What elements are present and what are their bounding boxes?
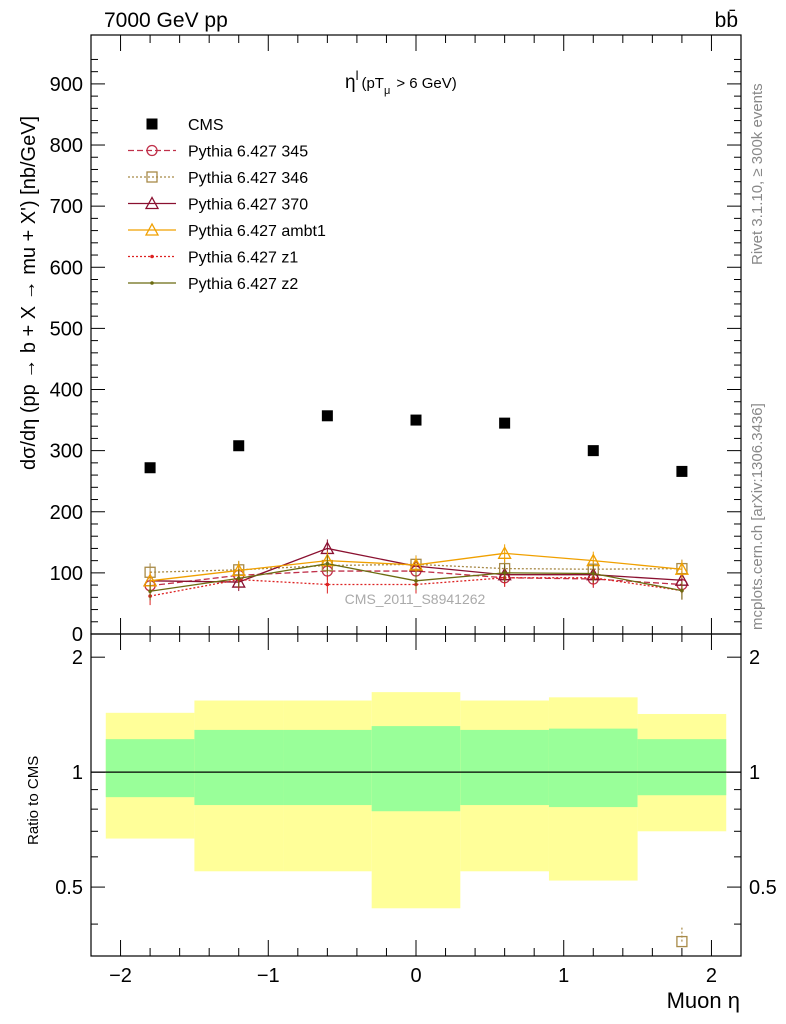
y-tick-label: 0 [72, 624, 83, 646]
legend-label: Pythia 6.427 z1 [188, 250, 298, 267]
legend-label: Pythia 6.427 345 [188, 144, 308, 161]
legend-marker [146, 171, 158, 183]
legend-label: Pythia 6.427 ambt1 [188, 223, 326, 240]
ratio-ylabel: Ratio to CMS [25, 756, 42, 845]
data-point [497, 545, 512, 559]
xlabel: Muon η [667, 988, 740, 1013]
data-point [502, 571, 507, 575]
ratio-band-inner [194, 729, 284, 806]
y-tick-label: 700 [50, 196, 83, 218]
analysis-watermark: CMS_2011_S8941262 [345, 591, 486, 607]
data-point [414, 579, 418, 583]
y-tick-label: 500 [50, 318, 83, 340]
legend-entry: Pythia 6.427 z2 [128, 276, 298, 293]
data-point [144, 462, 156, 474]
x-tick-label: −2 [109, 965, 132, 987]
title-end: > 6 GeV) [396, 75, 456, 92]
ratio-band-inner [548, 728, 638, 808]
ratio-y-tick-label: 2 [72, 647, 83, 669]
x-tick-label: 2 [706, 965, 717, 987]
data-point [325, 561, 330, 566]
rivet-version-label: Rivet 3.1.10, ≥ 300k events [749, 83, 766, 265]
ratio-y-tick-label-right: 0.5 [749, 877, 777, 899]
ratio-offscale-marker [676, 935, 688, 948]
x-tick-label: 0 [410, 965, 421, 987]
title-sub: μ [384, 85, 390, 97]
ratio-y-tick-label-right: 2 [749, 647, 760, 669]
y-tick-label: 400 [50, 380, 83, 402]
y-tick-label: 100 [50, 563, 83, 585]
ratio-y-tick-label: 1 [72, 762, 83, 784]
data-point [499, 417, 511, 429]
mcplots-label: mcplots.cern.ch [arXiv:1306.3436] [749, 403, 766, 630]
ratio-band-inner [637, 739, 727, 796]
legend-marker [144, 222, 160, 236]
data-point [321, 410, 333, 422]
data-point [587, 445, 599, 457]
legend-marker [144, 196, 160, 210]
legend-marker [146, 144, 158, 157]
ratio-panel-content [91, 692, 741, 948]
y-tick-label: 900 [50, 74, 83, 96]
data-point [410, 414, 422, 426]
legend: CMS Pythia 6.427 345 Pythia 6.427 346 Pythi… [128, 117, 326, 293]
legend-label: CMS [188, 117, 224, 134]
legend-marker [150, 281, 154, 285]
ratio-band-inner [105, 739, 195, 798]
data-point [591, 571, 596, 576]
main-ylabel: dσ/dη (pp → b + X → mu + X') [nb/GeV] [18, 116, 40, 470]
series-cms [144, 410, 688, 477]
legend-marker [150, 254, 154, 259]
data-point [325, 582, 330, 587]
legend-entry: Pythia 6.427 370 [128, 196, 308, 214]
x-tick-label: −1 [257, 965, 280, 987]
data-point [676, 465, 688, 477]
y-tick-label: 200 [50, 502, 83, 524]
title-main: η [345, 72, 356, 93]
ratio-y-tick-label: 0.5 [55, 877, 83, 899]
title-sup: l [356, 68, 359, 83]
legend-entry: Pythia 6.427 346 [128, 170, 308, 187]
y-tick-label: 300 [50, 441, 83, 463]
main-panel-content [142, 410, 690, 606]
x-tick-label: 1 [558, 965, 569, 987]
header-right: bb̄ [715, 9, 738, 32]
legend-label: Pythia 6.427 370 [188, 197, 308, 214]
series-pythia-6-427-z2 [148, 554, 684, 601]
legend-label: Pythia 6.427 346 [188, 170, 308, 187]
data-point [408, 557, 424, 571]
legend-label: Pythia 6.427 z2 [188, 276, 298, 293]
title-rest: (pT [361, 75, 384, 92]
header-left: 7000 GeV pp [104, 9, 228, 32]
data-point [148, 589, 152, 594]
legend-entry: Pythia 6.427 345 [128, 144, 308, 161]
legend-entry: Pythia 6.427 z1 [128, 250, 298, 267]
data-point [236, 576, 241, 581]
axes: 0 100 200 300 400 500 600 700 800 900 −2 −1 0 1 2 0.5 0.… [50, 34, 777, 987]
ratio-band-inner [371, 726, 461, 812]
legend-entry: CMS [146, 117, 224, 134]
data-point [233, 440, 245, 452]
legend-marker [146, 118, 158, 130]
data-point [674, 561, 690, 575]
ratio-band-inner [283, 729, 372, 806]
legend-entry: Pythia 6.427 ambt1 [128, 222, 326, 240]
ratio-y-tick-label-right: 1 [749, 762, 760, 784]
y-tick-label: 800 [50, 135, 83, 157]
panel-title: ηl (pTμ > 6 GeV) [345, 68, 457, 97]
y-tick-label: 600 [50, 257, 83, 279]
data-point [680, 588, 684, 593]
ratio-band-inner [460, 729, 549, 806]
